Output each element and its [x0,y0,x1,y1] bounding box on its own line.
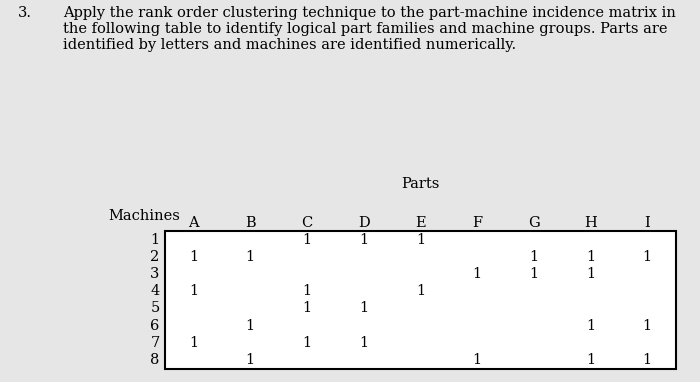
Text: 1: 1 [529,267,538,281]
Text: H: H [584,217,597,230]
Text: 8: 8 [150,353,160,367]
Text: 1: 1 [473,267,482,281]
Text: 1: 1 [302,233,312,247]
Text: 6: 6 [150,319,160,333]
Text: 4: 4 [150,284,160,298]
Text: 1: 1 [586,250,595,264]
Text: C: C [301,217,313,230]
Text: Apply the rank order clustering technique to the part-machine incidence matrix i: Apply the rank order clustering techniqu… [63,6,676,52]
Text: 1: 1 [359,336,368,350]
Text: F: F [472,217,482,230]
Text: 1: 1 [416,284,425,298]
Text: I: I [644,217,650,230]
Text: 1: 1 [586,319,595,333]
Text: Parts: Parts [401,177,440,191]
Text: Machines: Machines [108,209,181,223]
Text: 1: 1 [359,301,368,316]
Text: 1: 1 [302,284,312,298]
Text: G: G [528,217,540,230]
Text: 2: 2 [150,250,160,264]
Text: 1: 1 [189,284,198,298]
Text: 1: 1 [416,233,425,247]
Text: B: B [245,217,255,230]
Text: 1: 1 [189,250,198,264]
Text: D: D [358,217,370,230]
Text: 1: 1 [473,353,482,367]
Text: 1: 1 [529,250,538,264]
Text: 1: 1 [359,233,368,247]
Text: 3: 3 [150,267,160,281]
Text: 1: 1 [643,250,652,264]
Text: A: A [188,217,199,230]
Text: 1: 1 [643,353,652,367]
Text: 1: 1 [150,233,160,247]
Text: 1: 1 [302,336,312,350]
Text: 7: 7 [150,336,160,350]
Text: 1: 1 [246,250,255,264]
Text: 1: 1 [586,267,595,281]
Text: 1: 1 [302,301,312,316]
Text: 1: 1 [246,353,255,367]
Text: 1: 1 [246,319,255,333]
Text: 3.: 3. [18,6,32,20]
Text: 1: 1 [586,353,595,367]
Text: E: E [415,217,426,230]
Text: 1: 1 [643,319,652,333]
Text: 1: 1 [189,336,198,350]
Text: 5: 5 [150,301,160,316]
